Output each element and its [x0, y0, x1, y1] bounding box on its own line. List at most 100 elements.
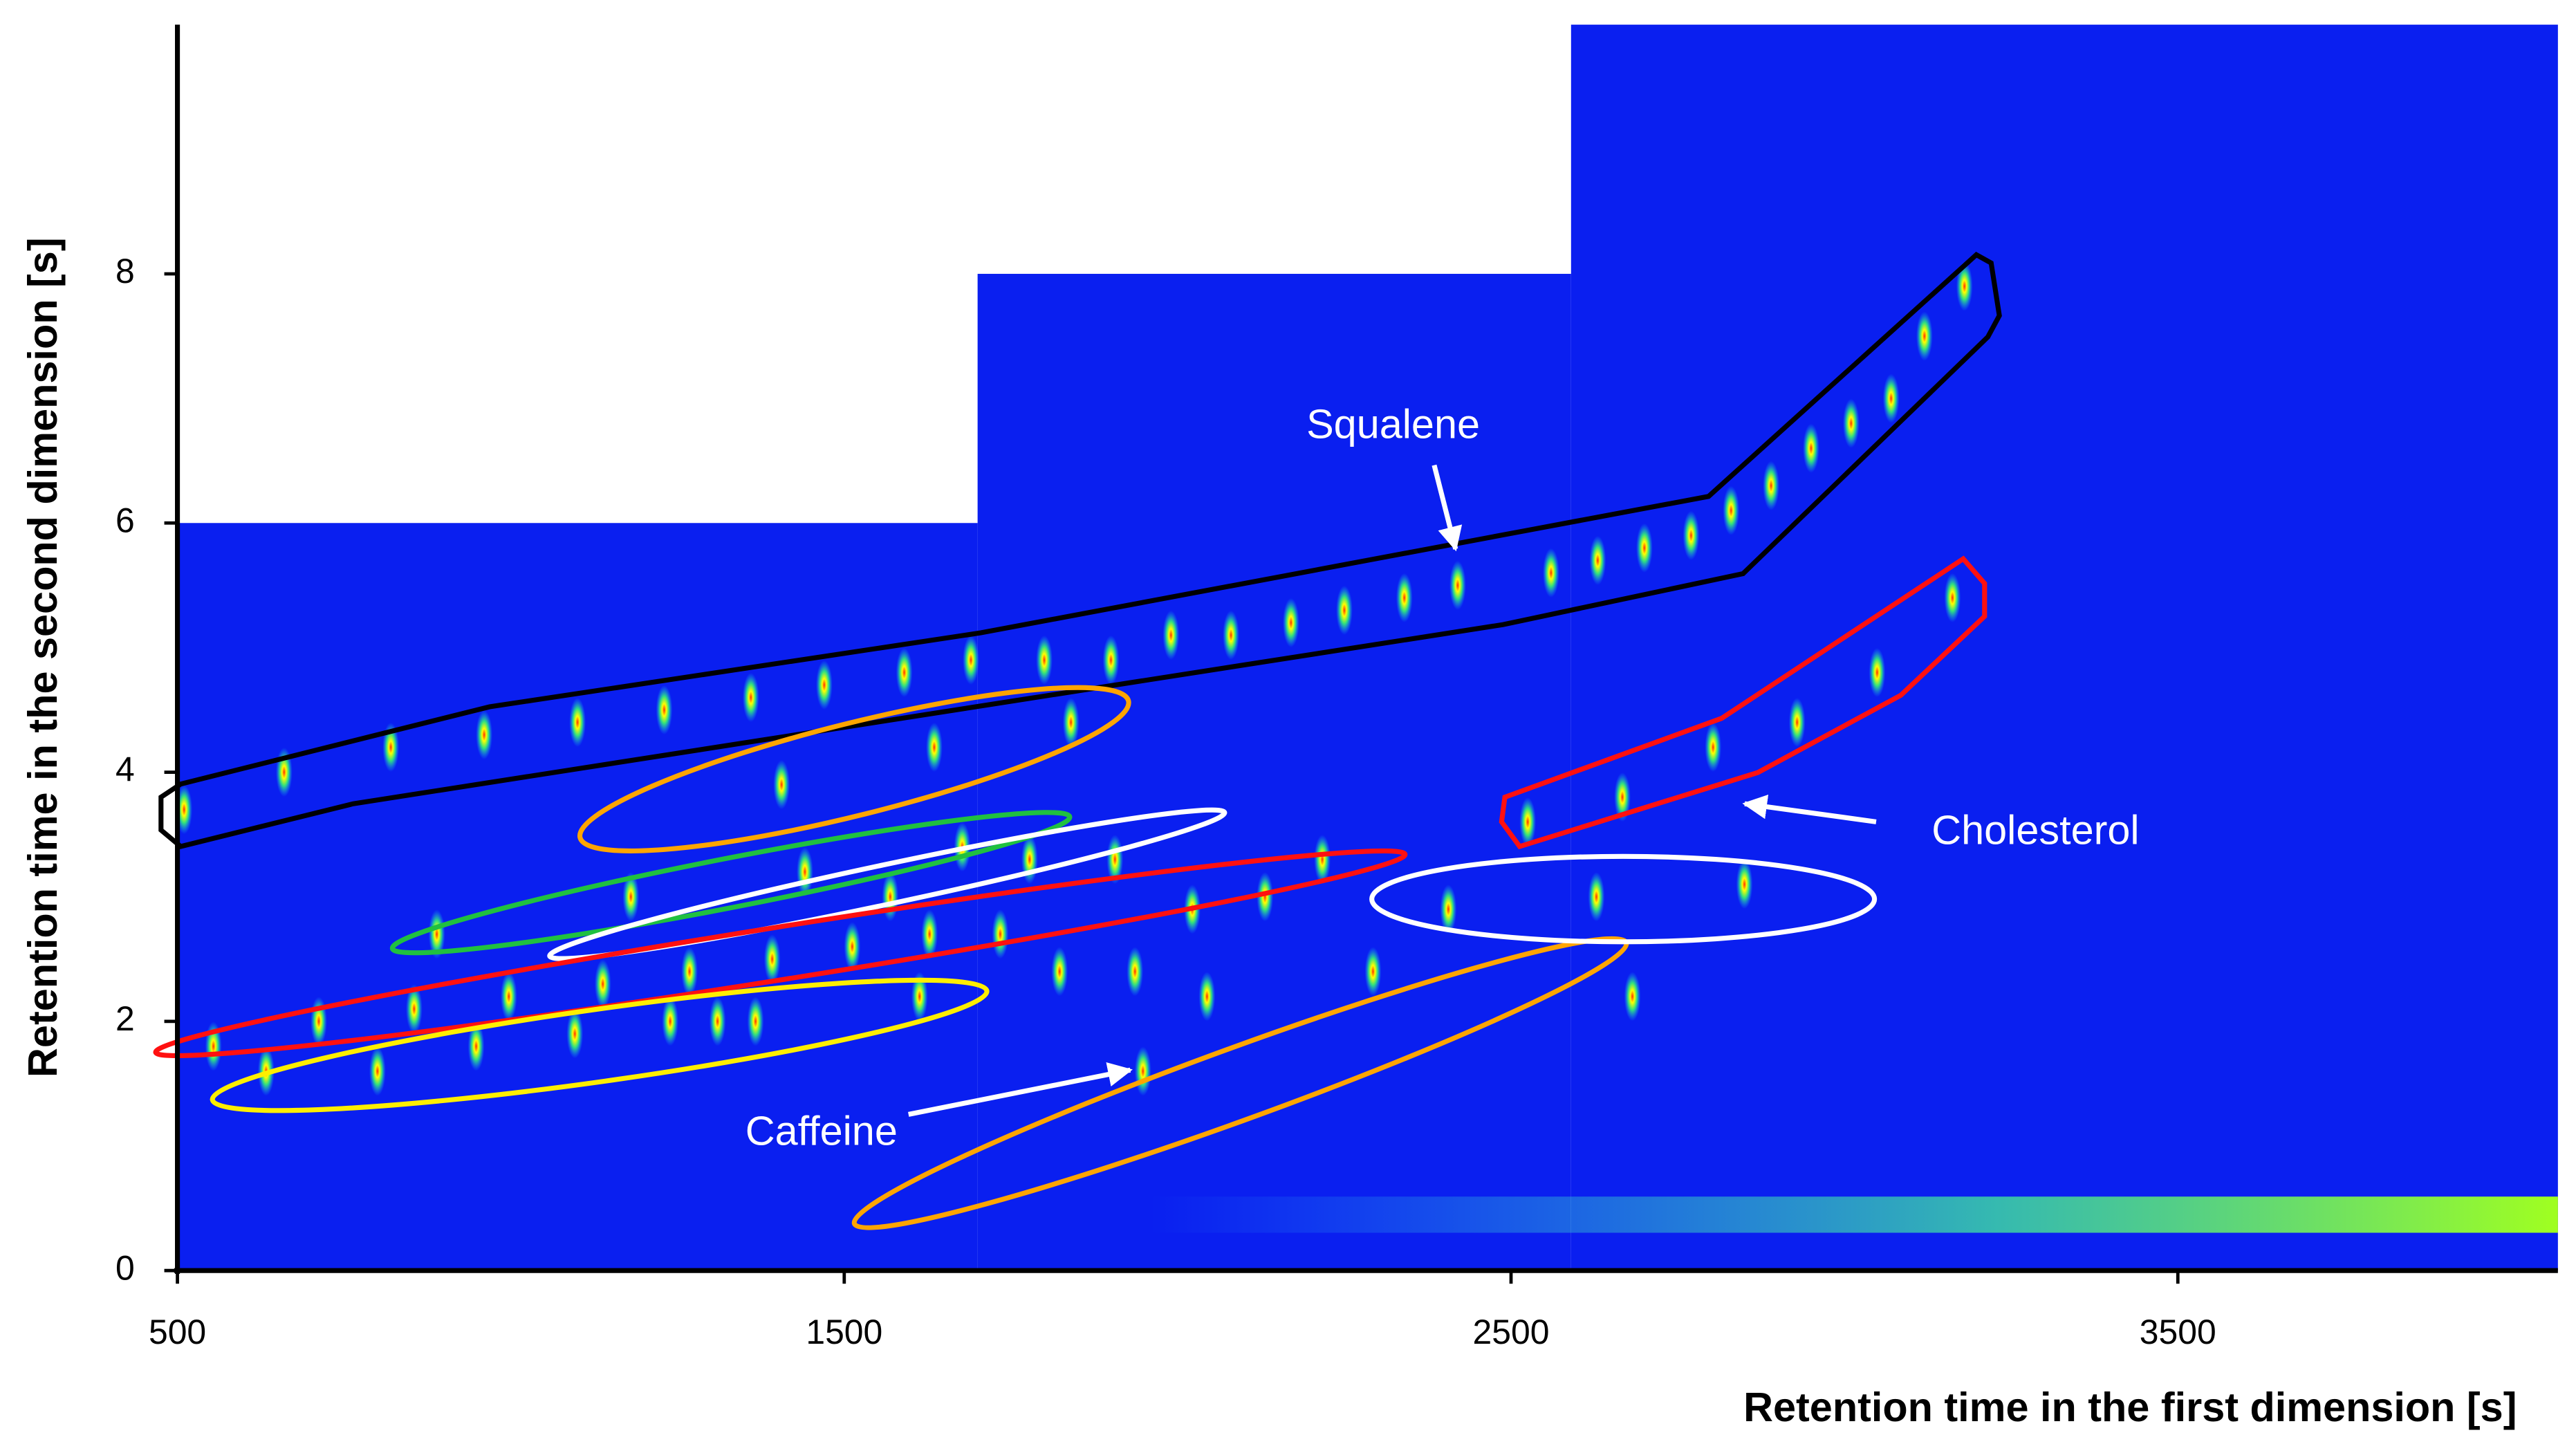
x-tick-label: 3500: [2140, 1313, 2216, 1351]
peak: [882, 872, 899, 922]
x-tick-label: 2500: [1473, 1313, 1550, 1351]
peak: [656, 685, 673, 735]
peak: [1282, 598, 1299, 648]
x-tick-label: 1500: [806, 1313, 882, 1351]
peak: [1636, 523, 1653, 573]
ticks: 0 2 4 6 8 500 1500 2500 3500: [115, 252, 2216, 1351]
peak: [1102, 635, 1120, 685]
annotation: Squalene: [1306, 401, 1480, 447]
peak: [797, 847, 813, 897]
group-outline: [1369, 853, 1878, 945]
y-axis-title: Retention time in the second dimension […: [19, 237, 66, 1077]
annotation: Cholesterol: [1931, 807, 2139, 853]
cholesterol-outline: [1499, 555, 1987, 850]
group-outline: [210, 977, 990, 1113]
peak: [1440, 885, 1457, 934]
modulation-region: [1570, 24, 2558, 1271]
arrow: [1431, 464, 1463, 552]
peak: [1736, 860, 1753, 909]
peak: [1944, 573, 1961, 623]
peak: [1336, 585, 1353, 636]
peak: [926, 722, 943, 772]
peak: [1106, 835, 1124, 885]
peak: [1869, 647, 1886, 698]
group-outline: [153, 848, 1408, 1059]
peak: [1134, 1046, 1151, 1096]
peak: [742, 672, 759, 723]
peak: [662, 997, 679, 1046]
y-tick-label: 2: [115, 999, 135, 1038]
peak: [1257, 872, 1274, 922]
peak: [763, 934, 781, 984]
peak: [1842, 398, 1860, 448]
peak: [815, 660, 833, 710]
peak: [963, 635, 979, 685]
peak: [709, 997, 726, 1046]
peak: [1882, 373, 1900, 423]
peak: [1956, 261, 1973, 311]
annotation: Caffeine: [745, 1108, 898, 1154]
outlines: [153, 252, 2002, 1230]
peak: [1614, 772, 1631, 822]
group-outline: [577, 685, 1131, 853]
x-tick-label: 500: [149, 1313, 206, 1351]
modulation-region: [977, 273, 1571, 1271]
peak: [176, 784, 193, 835]
peak: [1763, 461, 1779, 510]
peak: [681, 947, 698, 997]
peak: [467, 1021, 485, 1071]
peak: [1723, 485, 1740, 535]
peak: [566, 1009, 584, 1059]
peak: [405, 984, 423, 1034]
peak: [1314, 835, 1331, 885]
peak: [1624, 972, 1641, 1021]
peak: [1396, 573, 1413, 623]
peak: [896, 647, 913, 698]
peak: [1589, 535, 1606, 585]
y-tick-label: 6: [115, 501, 135, 539]
x-axis-title: Retention time in the first dimension [s…: [1743, 1384, 2517, 1430]
peak: [500, 972, 517, 1021]
peak: [1021, 835, 1038, 885]
group-outline: [389, 810, 1073, 956]
peak: [476, 710, 492, 760]
peak: [1543, 548, 1559, 598]
arrow: [908, 1062, 1133, 1117]
peak: [1683, 510, 1700, 560]
peak: [1198, 972, 1216, 1021]
peak: [921, 909, 938, 959]
arrow: [1742, 794, 1877, 824]
peak: [773, 759, 790, 810]
y-tick-label: 0: [115, 1248, 135, 1287]
group-outline: [547, 807, 1227, 961]
regions: [177, 24, 2558, 1271]
peak: [992, 909, 1009, 959]
peak: [311, 997, 327, 1046]
peak: [369, 1046, 386, 1096]
baseline-streak: [1149, 1196, 2558, 1233]
peak: [1705, 722, 1722, 772]
peak: [622, 872, 640, 922]
peak: [1449, 560, 1466, 610]
peak: [1127, 947, 1144, 997]
peak: [1588, 872, 1605, 922]
peak: [428, 909, 445, 959]
peak: [844, 922, 861, 972]
peak: [569, 697, 586, 748]
peak: [1223, 610, 1239, 660]
peak: [1162, 610, 1180, 660]
peak: [1519, 797, 1537, 847]
peak: [1364, 947, 1382, 997]
peak: [747, 997, 764, 1046]
peak: [1916, 311, 1933, 361]
peak: [1062, 697, 1079, 748]
peak: [594, 959, 611, 1009]
peak: [1803, 423, 1819, 473]
squalene-outline: [158, 252, 2002, 849]
peak: [1051, 947, 1068, 997]
y-tick-label: 8: [115, 252, 135, 290]
modulation-region: [177, 523, 978, 1271]
peak: [1036, 635, 1053, 685]
peak: [1788, 697, 1806, 748]
